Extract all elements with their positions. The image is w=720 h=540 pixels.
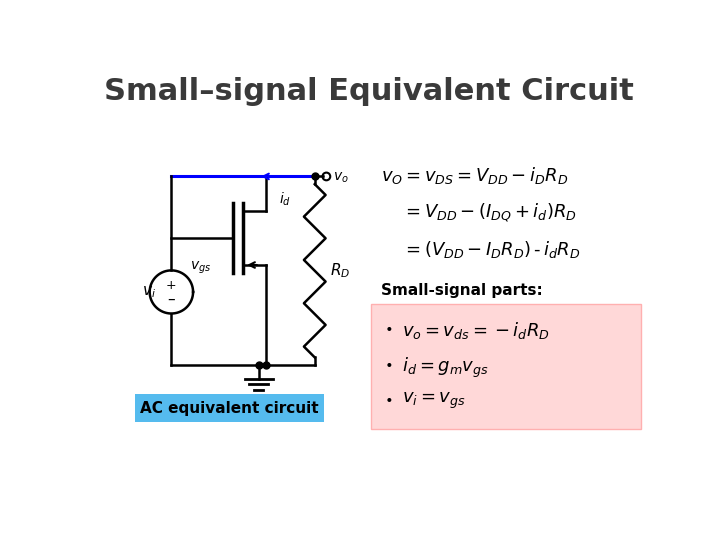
- FancyBboxPatch shape: [135, 394, 324, 422]
- Text: AC equivalent circuit: AC equivalent circuit: [140, 401, 319, 416]
- Text: $i_d = g_m v_{gs}$: $i_d = g_m v_{gs}$: [402, 356, 488, 380]
- Text: $v_{gs}$: $v_{gs}$: [190, 260, 212, 276]
- Text: $\bullet$: $\bullet$: [384, 320, 393, 334]
- Text: Small–signal Equivalent Circuit: Small–signal Equivalent Circuit: [104, 77, 634, 106]
- Text: $v_o$: $v_o$: [333, 171, 348, 185]
- Text: $i_d$: $i_d$: [279, 190, 292, 208]
- Text: +: +: [166, 279, 176, 292]
- FancyBboxPatch shape: [372, 303, 641, 429]
- Text: $v_i = v_{gs}$: $v_i = v_{gs}$: [402, 392, 465, 411]
- Text: $\bullet$: $\bullet$: [384, 392, 393, 406]
- Text: –: –: [168, 292, 175, 307]
- Text: $v_o = v_{ds} = -i_d R_D$: $v_o = v_{ds} = -i_d R_D$: [402, 320, 549, 341]
- Text: $v_i$: $v_i$: [142, 284, 156, 300]
- Text: Small-signal parts:: Small-signal parts:: [381, 284, 542, 299]
- Text: $= (V_{DD} - I_D R_D)\, \text{-}\, i_d R_D$: $= (V_{DD} - I_D R_D)\, \text{-}\, i_d R…: [402, 239, 580, 260]
- Text: $v_O = v_{DS} = V_{DD} - i_D R_D$: $v_O = v_{DS} = V_{DD} - i_D R_D$: [381, 165, 568, 186]
- Text: $\bullet$: $\bullet$: [384, 356, 393, 370]
- Text: $R_D$: $R_D$: [330, 261, 351, 280]
- Text: $= V_{DD} - (I_{DQ} + i_d)R_D$: $= V_{DD} - (I_{DQ} + i_d)R_D$: [402, 202, 577, 225]
